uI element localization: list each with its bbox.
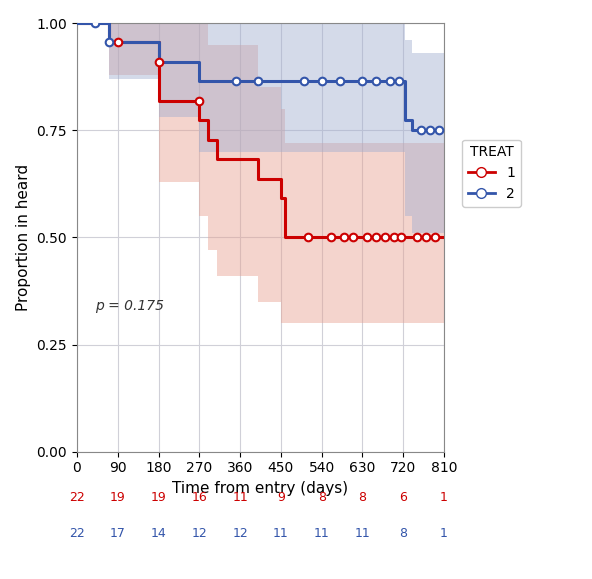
Point — [430, 233, 440, 242]
Text: 6: 6 — [399, 491, 407, 504]
Point — [154, 57, 163, 67]
Point — [380, 233, 390, 242]
Point — [195, 97, 204, 106]
Text: 17: 17 — [110, 527, 126, 540]
Point — [417, 126, 426, 135]
Text: 12: 12 — [191, 527, 207, 540]
Legend: 1, 2: 1, 2 — [462, 140, 521, 207]
Text: 11: 11 — [232, 491, 248, 504]
Text: 14: 14 — [150, 527, 166, 540]
Text: 12: 12 — [232, 527, 248, 540]
Point — [104, 38, 114, 47]
Point — [426, 126, 435, 135]
Text: 19: 19 — [110, 491, 126, 504]
Text: p = 0.175: p = 0.175 — [95, 299, 165, 313]
Point — [317, 77, 326, 86]
Point — [421, 233, 430, 242]
Text: 16: 16 — [191, 491, 207, 504]
Point — [113, 38, 123, 47]
Y-axis label: Proportion in heard: Proportion in heard — [16, 164, 31, 311]
Point — [412, 233, 422, 242]
Text: 11: 11 — [314, 527, 330, 540]
Point — [91, 19, 100, 28]
Point — [299, 77, 308, 86]
Point — [396, 233, 406, 242]
Point — [390, 233, 399, 242]
Point — [349, 233, 358, 242]
Text: 1: 1 — [440, 491, 448, 504]
Text: 8: 8 — [358, 491, 366, 504]
Point — [385, 77, 394, 86]
Text: 9: 9 — [277, 491, 285, 504]
Text: 11: 11 — [355, 527, 371, 540]
X-axis label: Time from entry (days): Time from entry (days) — [172, 481, 349, 496]
Text: 8: 8 — [318, 491, 326, 504]
Text: 22: 22 — [69, 527, 85, 540]
Point — [394, 77, 403, 86]
Point — [358, 77, 367, 86]
Point — [231, 77, 240, 86]
Text: 8: 8 — [399, 527, 407, 540]
Point — [362, 233, 372, 242]
Text: 11: 11 — [273, 527, 289, 540]
Point — [371, 233, 381, 242]
Point — [435, 126, 444, 135]
Point — [303, 233, 313, 242]
Point — [371, 77, 381, 86]
Point — [335, 77, 345, 86]
Point — [326, 233, 336, 242]
Point — [253, 77, 263, 86]
Point — [340, 233, 349, 242]
Text: 1: 1 — [440, 527, 448, 540]
Text: 19: 19 — [150, 491, 166, 504]
Text: 22: 22 — [69, 491, 85, 504]
